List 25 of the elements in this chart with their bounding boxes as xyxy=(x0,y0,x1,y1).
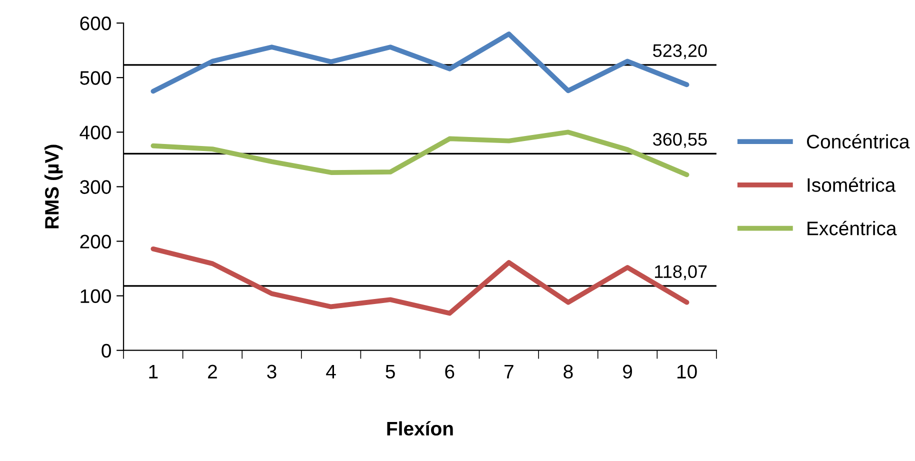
x-tick-label: 7 xyxy=(504,364,514,378)
ref-line-label: 118,07 xyxy=(655,265,707,280)
y-tick-label: 300 xyxy=(80,180,111,194)
ref-line-label: 360,55 xyxy=(653,132,707,148)
x-tick-label: 6 xyxy=(445,364,454,379)
x-tick-label: 5 xyxy=(386,364,395,379)
ref-line-label: 523,20 xyxy=(653,44,707,60)
x-tick-label: 2 xyxy=(208,364,217,378)
y-tick-label: 500 xyxy=(80,71,111,85)
y-tick-label: 600 xyxy=(80,16,111,30)
x-tick-label: 3 xyxy=(267,364,276,379)
legend-label: Isométrica xyxy=(808,177,896,192)
x-tick-label: 10 xyxy=(677,364,697,379)
x-tick-label: 4 xyxy=(326,364,336,378)
legend-label: Excéntrica xyxy=(808,220,897,236)
x-tick-label: 8 xyxy=(564,364,573,379)
legend-label: Concéntrica xyxy=(806,134,910,149)
y-tick-label: 100 xyxy=(80,289,111,304)
x-tick-label: 1 xyxy=(149,364,158,378)
y-tick-label: 400 xyxy=(80,126,111,140)
y-tick-label: 200 xyxy=(80,234,111,248)
x-axis-title: Flexíon xyxy=(387,421,453,436)
y-tick-label: 0 xyxy=(102,344,111,358)
x-tick-label: 9 xyxy=(623,364,632,379)
y-axis-title: RMS (µV) xyxy=(44,144,63,228)
